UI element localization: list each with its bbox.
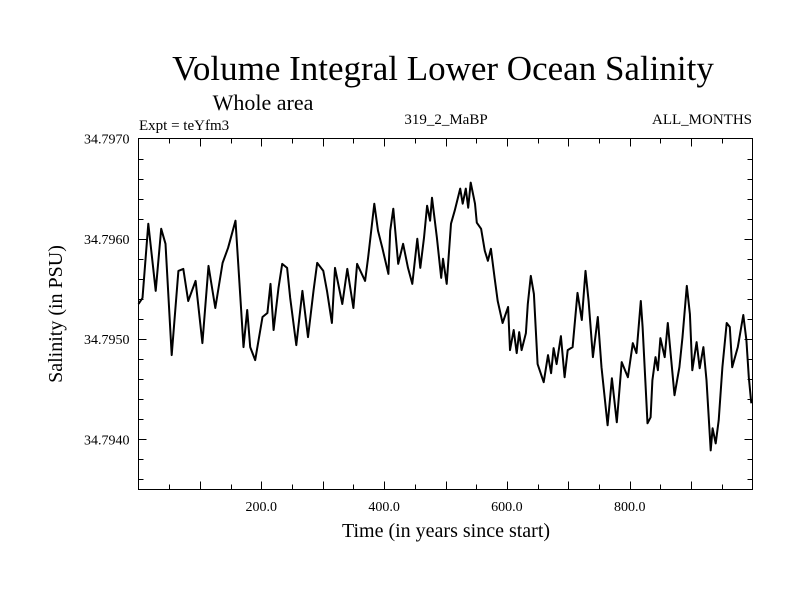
experiment-label: Expt = teYfm3 — [139, 118, 229, 134]
x-tick-label: 400.0 — [368, 500, 400, 515]
tick-labels: 200.0 400.0 600.0 800.0 34.7970 34.7960 34.795… — [84, 133, 645, 516]
chart-subtitle: Whole area — [213, 90, 314, 115]
chart-title: Volume Integral Lower Ocean Salinity — [172, 49, 714, 88]
plot-frame — [138, 138, 753, 490]
months-label: ALL_MONTHS — [652, 112, 752, 128]
axis-ticks — [138, 138, 753, 490]
x-axis-label: Time (in years since start) — [342, 520, 550, 542]
salinity-series-line — [137, 181, 753, 452]
y-axis-label: Salinity (in PSU) — [45, 245, 67, 383]
y-tick-label: 34.7960 — [84, 233, 130, 248]
x-tick-label: 200.0 — [246, 500, 278, 515]
y-tick-label: 34.7950 — [84, 333, 130, 348]
x-tick-label: 600.0 — [491, 500, 523, 515]
x-tick-label: 800.0 — [614, 500, 646, 515]
y-tick-label: 34.7970 — [84, 133, 130, 148]
run-label: 319_2_MaBP — [404, 112, 487, 128]
y-tick-label: 34.7940 — [84, 433, 130, 448]
